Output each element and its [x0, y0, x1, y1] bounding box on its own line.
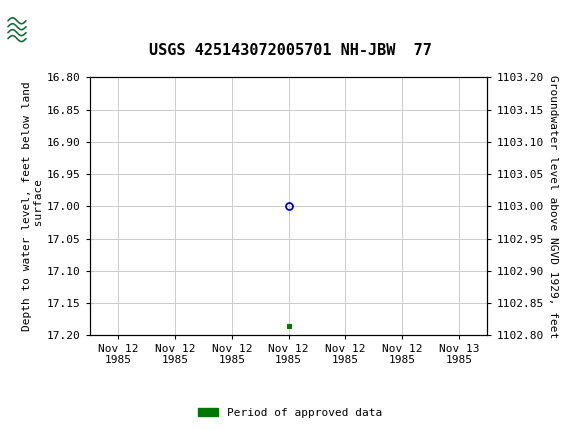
Text: USGS 425143072005701 NH-JBW  77: USGS 425143072005701 NH-JBW 77 — [148, 43, 432, 58]
Legend: Period of approved data: Period of approved data — [194, 403, 386, 422]
Text: USGS: USGS — [34, 15, 102, 35]
Y-axis label: Groundwater level above NGVD 1929, feet: Groundwater level above NGVD 1929, feet — [548, 75, 557, 338]
Y-axis label: Depth to water level, feet below land
 surface: Depth to water level, feet below land su… — [22, 82, 44, 331]
Bar — [3, 8, 27, 42]
